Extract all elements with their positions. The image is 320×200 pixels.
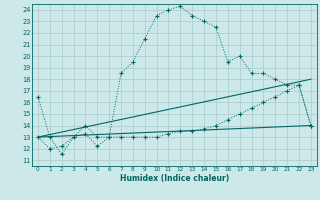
X-axis label: Humidex (Indice chaleur): Humidex (Indice chaleur)	[120, 174, 229, 183]
